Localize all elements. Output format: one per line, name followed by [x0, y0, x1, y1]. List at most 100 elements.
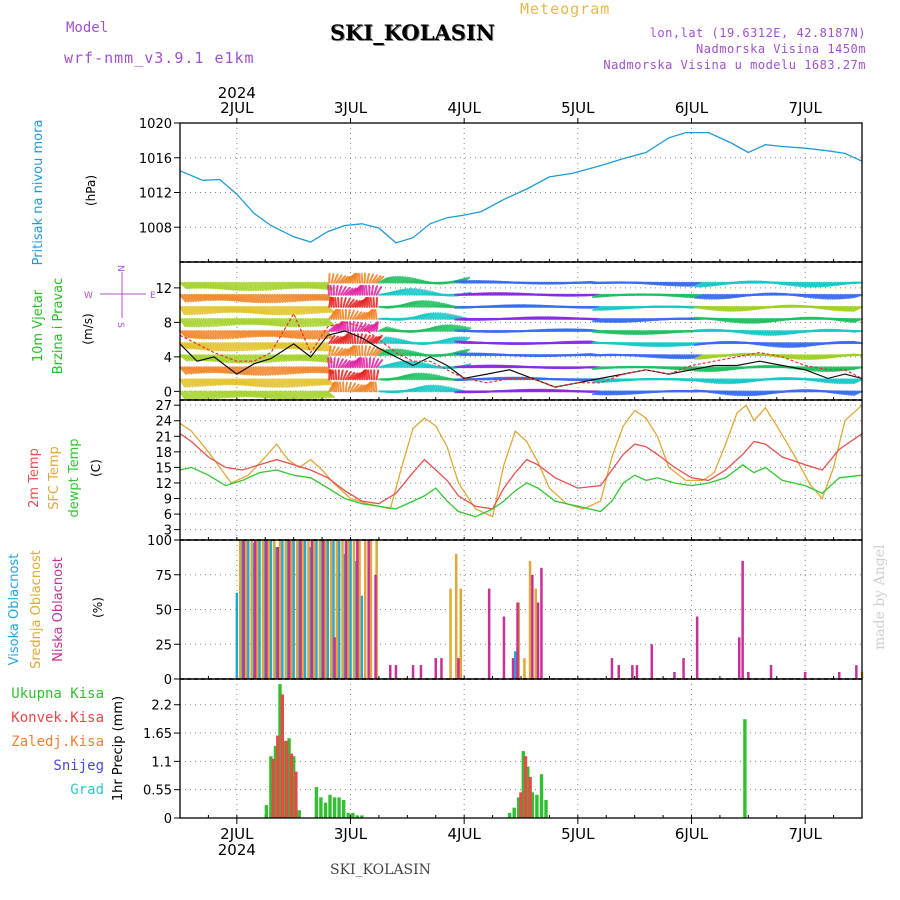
- wind-vector: [418, 384, 428, 393]
- bottom-xtick-label-5: 7JUL: [789, 825, 823, 843]
- wind-vector: [306, 317, 315, 328]
- wind-vector: [280, 354, 291, 362]
- wind-vector: [292, 281, 303, 289]
- wind-vector: [852, 390, 863, 396]
- wind-vector: [268, 317, 278, 327]
- wind-vector: [852, 366, 863, 370]
- wind-vector: [181, 317, 189, 328]
- wind-vector: [350, 333, 354, 345]
- clouds-bar: [855, 665, 858, 679]
- wind-vector: [739, 390, 750, 397]
- wind-vector: [231, 305, 241, 313]
- wind-vector: [411, 300, 421, 308]
- clouds-bar: [284, 540, 287, 679]
- wind-vector: [347, 371, 356, 381]
- wind-vector: [368, 346, 376, 357]
- wind-vector: [411, 288, 421, 296]
- wind-vector: [302, 366, 312, 374]
- temperature-ytick-label-5: 18: [155, 446, 172, 461]
- wind-vector: [292, 293, 302, 302]
- precip-panel-frame: [179, 678, 863, 819]
- wind-vector: [226, 378, 236, 386]
- wind-vector: [221, 342, 229, 352]
- wind-vector: [276, 354, 286, 362]
- wind-vector: [432, 312, 442, 320]
- wind-vector: [268, 330, 279, 338]
- wind-vector: [290, 317, 298, 328]
- wind-vector: [219, 354, 228, 363]
- wind-vector: [717, 378, 729, 385]
- wind-vector: [323, 390, 333, 399]
- wind-vector: [200, 378, 209, 387]
- wind-vector: [375, 359, 384, 369]
- wind-vector: [186, 378, 194, 388]
- clouds-bar: [459, 588, 462, 679]
- wind-vector: [202, 305, 212, 315]
- wind-vector: [335, 308, 338, 320]
- wind-vector: [212, 317, 221, 327]
- wind-vector: [302, 330, 310, 340]
- wind-vector: [299, 354, 310, 362]
- wind-vector: [186, 305, 194, 316]
- wind-vector: [235, 366, 244, 376]
- wind-vector: [814, 366, 826, 372]
- clouds-bar: [369, 540, 373, 679]
- precip-bar: [743, 719, 747, 818]
- precip-bar: [521, 751, 525, 818]
- wind-vector: [765, 330, 776, 336]
- wind-vector: [228, 390, 238, 398]
- wind-vector: [415, 385, 426, 393]
- wind-vector: [266, 305, 274, 316]
- wind-vector: [415, 300, 425, 308]
- wind-vector: [838, 378, 849, 385]
- wind-vector: [342, 297, 347, 308]
- wind-vector: [276, 390, 284, 400]
- meteogram-subtitle: Meteogram: [520, 0, 611, 18]
- wind-vector: [295, 390, 302, 400]
- wind-vector: [283, 330, 292, 339]
- wind-vector: [287, 378, 296, 388]
- wind-vector: [420, 290, 431, 296]
- wind-vector: [829, 293, 840, 300]
- wind-vector: [358, 312, 368, 320]
- wind-vector: [214, 342, 222, 352]
- wind-vector: [197, 281, 208, 289]
- wind-vector: [216, 378, 227, 386]
- clouds-bar: [455, 553, 458, 679]
- wind-vector: [221, 390, 231, 399]
- wind-vector: [179, 378, 187, 388]
- wind-vector: [408, 300, 418, 308]
- wind-vector: [451, 325, 461, 332]
- wind-vector: [306, 366, 317, 374]
- wind-vector: [351, 310, 359, 320]
- wind-vector: [247, 317, 258, 326]
- precip-bar: [530, 792, 535, 818]
- clouds-bar: [278, 540, 282, 679]
- wind-vector: [233, 305, 243, 314]
- wind-vector: [283, 317, 291, 328]
- clouds-bar: [610, 658, 614, 679]
- clouds-bar: [329, 540, 333, 679]
- wind-vector: [219, 305, 229, 314]
- wind-vector: [186, 293, 195, 303]
- wind-vector: [368, 336, 378, 345]
- cloud-axis-label-mid: Srednja Oblacnost: [29, 550, 44, 669]
- clouds-bar: [287, 540, 291, 679]
- wind-vector: [197, 366, 208, 374]
- wind-vector: [389, 338, 400, 345]
- wind-vector: [273, 330, 283, 338]
- wind-vector: [212, 366, 222, 374]
- wind-vector: [240, 281, 248, 292]
- wind-vector: [259, 366, 267, 376]
- clouds-bar: [536, 602, 540, 679]
- wind-vector: [278, 293, 287, 303]
- wind-vector: [727, 305, 738, 312]
- clouds-bar: [540, 567, 543, 679]
- wind-vector: [223, 378, 234, 386]
- wind-vector: [348, 333, 352, 345]
- wind-vector: [330, 272, 335, 284]
- wind-vector: [257, 378, 265, 388]
- precip-bar: [535, 794, 539, 818]
- temperature-ytick-label-7: 24: [155, 415, 172, 430]
